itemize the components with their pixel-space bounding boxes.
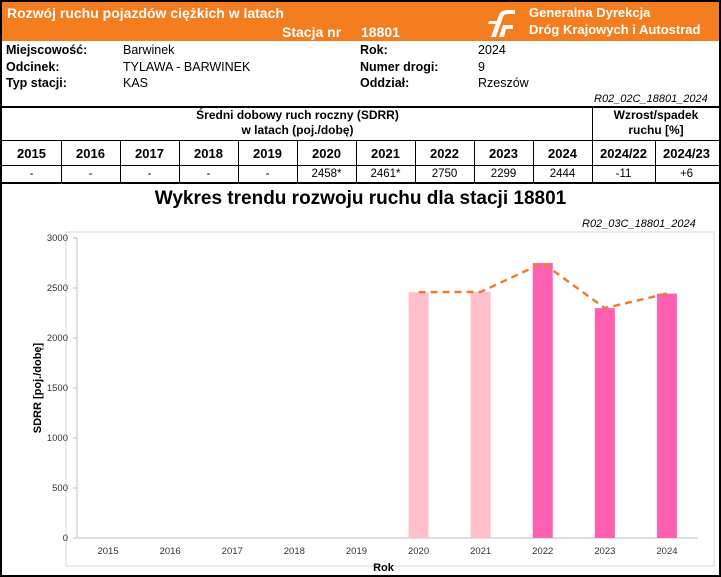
table-growth-header: 2024/23	[663, 146, 710, 161]
plot-area-border	[65, 231, 715, 567]
table-sdrr-value: 2299	[490, 168, 517, 180]
typ-stacji-value: KAS	[123, 76, 149, 90]
report-title: Rozwój ruchu pojazdów ciężkich w latach	[7, 5, 284, 21]
numer-drogi-value: 9	[478, 60, 485, 74]
bar-2022	[532, 263, 553, 538]
bar-2020	[408, 292, 429, 538]
x-tick-label: 2017	[222, 546, 243, 557]
table-bottom-border	[2, 182, 719, 184]
table-column-divider	[592, 140, 593, 182]
table-sdrr-value: 2461*	[370, 168, 401, 180]
table-growth-header: 2024/22	[600, 146, 647, 161]
growth-header-line1: Wzrost/spadek	[613, 108, 699, 122]
table-year-header: 2019	[253, 146, 282, 161]
table-sdrr-value: 2750	[431, 168, 458, 180]
growth-header-line2: ruchu [%]	[628, 123, 684, 137]
table-year-header: 2021	[371, 146, 400, 161]
oddzial-label: Oddział:	[360, 76, 410, 90]
rok-label: Rok:	[360, 43, 388, 57]
numer-drogi-label: Numer drogi:	[360, 60, 439, 74]
table-growth-value: +6	[679, 168, 694, 180]
table-column-divider	[655, 140, 656, 182]
y-tick-label: 3000	[47, 233, 68, 244]
table-code: R02_02C_18801_2024	[594, 93, 708, 105]
y-tick-label: 500	[52, 483, 68, 494]
y-axis-label: SDRR [poj./dobę]	[32, 342, 44, 433]
table-header-divider	[2, 140, 719, 141]
sdrr-header-line1: Średni dobowy ruch roczny (SDRR)	[196, 108, 399, 122]
sdrr-header: Średni dobowy ruch roczny (SDRR) w latac…	[2, 108, 593, 138]
table-column-divider	[474, 140, 475, 182]
table-growth-value: -11	[615, 168, 632, 180]
x-tick-label: 2023	[594, 546, 615, 557]
table-column-divider	[179, 140, 180, 182]
x-tick-label: 2019	[346, 546, 367, 557]
x-axis-label: Rok	[373, 562, 395, 574]
odcinek-value: TYLAWA - BARWINEK	[123, 60, 251, 74]
org-name-line2: Dróg Krajowych i Autostrad	[529, 22, 701, 37]
station-label: Stacja nr	[282, 24, 342, 40]
table-column-divider	[238, 140, 239, 182]
table-sdrr-value: -	[265, 168, 270, 180]
table-column-divider	[120, 140, 121, 182]
table-sdrr-value: 2444	[549, 168, 576, 180]
y-tick-label: 0	[63, 533, 68, 544]
miejscowosc-value: Barwinek	[123, 43, 175, 57]
table-column-divider	[533, 140, 534, 182]
y-tick-label: 2000	[47, 333, 68, 344]
x-tick-label: 2016	[160, 546, 181, 557]
odcinek-label: Odcinek:	[6, 60, 60, 74]
y-tick-label: 1500	[47, 383, 68, 394]
bar-2024	[656, 293, 677, 538]
table-column-divider	[297, 140, 298, 182]
table-year-header: 2023	[489, 146, 518, 161]
sdrr-header-line2: w latach (poj./dobę)	[241, 123, 354, 137]
typ-stacji-label: Typ stacji:	[6, 76, 67, 90]
x-tick-label: 2018	[284, 546, 305, 557]
y-tick-label: 2500	[47, 283, 68, 294]
table-year-header: 2015	[17, 146, 46, 161]
table-year-header: 2020	[312, 146, 341, 161]
trend-line	[418, 261, 668, 310]
table-year-header: 2017	[135, 146, 164, 161]
table-year-header: 2016	[76, 146, 105, 161]
x-tick-label: 2022	[532, 546, 553, 557]
report-header: Rozwój ruchu pojazdów ciężkich w latach …	[2, 2, 719, 41]
miejscowosc-label: Miejscowość:	[6, 43, 88, 57]
x-tick-label: 2024	[656, 546, 677, 557]
oddzial-value: Rzeszów	[478, 76, 529, 90]
table-column-divider	[356, 140, 357, 182]
x-tick-label: 2015	[97, 546, 118, 557]
table-sdrr-value: -	[206, 168, 211, 180]
table-year-header: 2018	[194, 146, 223, 161]
station-number: 18801	[361, 24, 400, 40]
growth-header: Wzrost/spadek ruchu [%]	[593, 108, 719, 138]
table-column-divider	[61, 140, 62, 182]
x-tick-label: 2021	[470, 546, 491, 557]
table-year-header: 2024	[548, 146, 577, 161]
table-sdrr-value: -	[147, 168, 152, 180]
table-year-header: 2022	[430, 146, 459, 161]
x-tick-label: 2020	[408, 546, 429, 557]
y-tick-label: 1000	[47, 433, 68, 444]
chart-code: R02_03C_18801_2024	[582, 218, 696, 230]
rok-value: 2024	[478, 43, 506, 57]
table-column-divider	[415, 140, 416, 182]
table-sdrr-value: -	[88, 168, 93, 180]
trend-chart: 0 500 1000 1500 2000 2500 3000 2015 2016 2017 2018…	[32, 231, 715, 574]
table-top-border	[2, 106, 719, 108]
table-header-column-divider	[592, 106, 593, 140]
bar-2021	[470, 291, 491, 538]
bar-2023	[594, 308, 615, 538]
gddkia-logo-icon	[488, 10, 515, 37]
table-years-divider	[2, 165, 719, 166]
chart-title: Wykres trendu rozwoju ruchu dla stacji 1…	[154, 188, 567, 209]
table-sdrr-value: -	[29, 168, 34, 180]
table-sdrr-value: 2458*	[311, 168, 342, 180]
org-name-line1: Generalna Dyrekcja	[529, 5, 651, 20]
